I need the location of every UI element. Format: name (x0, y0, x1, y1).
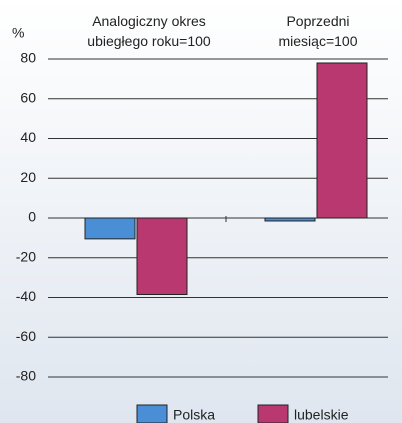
y-tick-label: 0 (28, 209, 36, 225)
y-tick-label: 40 (20, 129, 36, 145)
legend-label: Polska (173, 407, 215, 423)
y-tick-label: -60 (16, 328, 36, 344)
y-tick-label: -80 (16, 368, 36, 384)
x-category-label: Analogiczny okres ubiegłego roku=100 (87, 13, 211, 49)
y-tick-label: 80 (20, 50, 36, 66)
y-tick-label: 60 (20, 89, 36, 105)
legend-label: lubelskie (294, 407, 349, 423)
bar (264, 217, 316, 222)
bar (316, 62, 368, 219)
x-category-label: Poprzedni miesiąc=100 (279, 13, 358, 49)
y-tick-label: -20 (16, 248, 36, 264)
legend-swatch (257, 404, 289, 423)
y-tick-label: 20 (20, 169, 36, 185)
y-axis-label: % (12, 25, 24, 41)
y-tick-label: -40 (16, 288, 36, 304)
bar (84, 217, 136, 240)
legend-swatch (136, 404, 168, 423)
bar (136, 217, 188, 296)
